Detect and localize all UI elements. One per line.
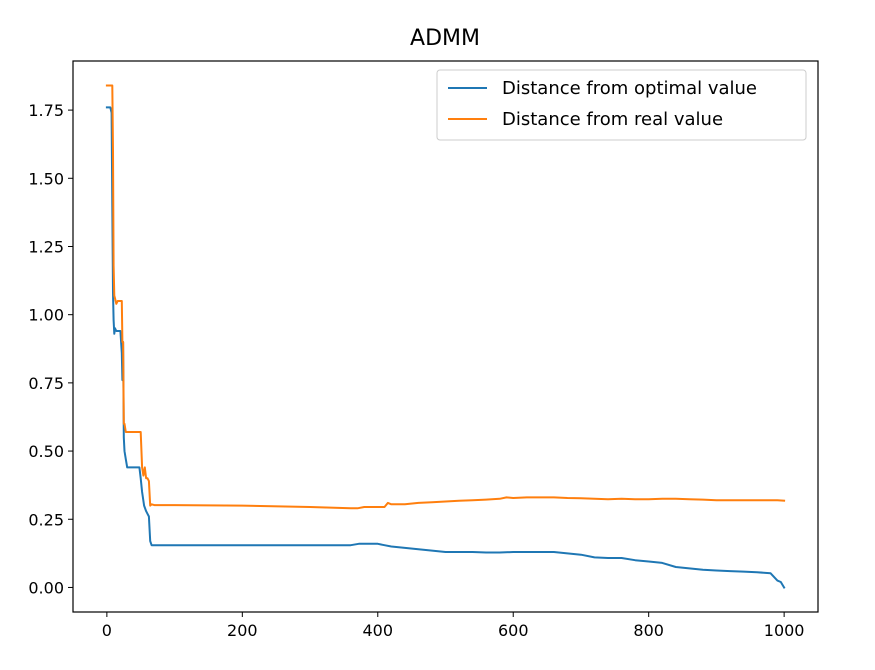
legend-label: Distance from optimal value [502, 78, 757, 99]
x-tick-label: 1000 [764, 621, 805, 640]
legend-label: Distance from real value [502, 109, 723, 130]
y-tick-label: 0.50 [28, 442, 64, 461]
y-tick-label: 0.00 [28, 578, 64, 597]
y-tick-label: 0.25 [28, 510, 64, 529]
chart-title: ADMM [410, 26, 480, 51]
series-line-0 [105, 106, 786, 589]
x-tick-label: 200 [227, 621, 258, 640]
legend: Distance from optimal value Distance from… [436, 69, 807, 141]
x-tick-label: 400 [362, 621, 393, 640]
y-tick-label: 1.00 [28, 306, 64, 325]
series-line-1 [105, 84, 786, 510]
y-tick-label: 1.75 [28, 101, 64, 120]
legend-box [436, 69, 807, 141]
x-tick-label: 800 [633, 621, 664, 640]
x-tick-label: 600 [498, 621, 529, 640]
ticks-layer: 0 200 400 600 800 1000 0.00 0.25 0.50 0.75 1.00 1.2… [28, 101, 804, 640]
axes-frame [72, 60, 819, 613]
plot-layer [105, 84, 786, 589]
y-tick-label: 1.25 [28, 237, 64, 256]
x-tick-label: 0 [102, 621, 112, 640]
y-tick-label: 0.75 [28, 374, 64, 393]
y-tick-label: 1.50 [28, 169, 64, 188]
